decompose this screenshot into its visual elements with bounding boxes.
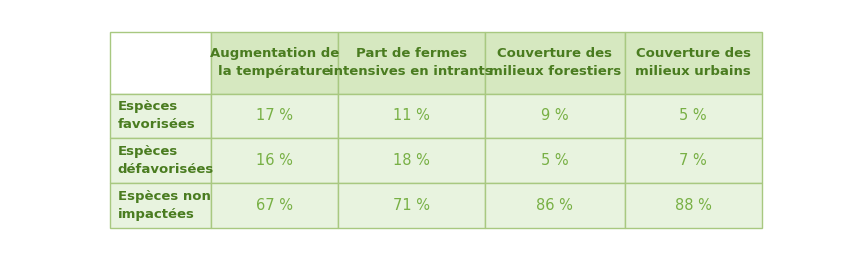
Text: 9 %: 9 % (541, 108, 569, 123)
Bar (484, 32, 625, 94)
Bar (110, 94, 211, 138)
Bar (211, 183, 337, 228)
Text: 5 %: 5 % (679, 108, 707, 123)
Bar (337, 32, 484, 94)
Bar (110, 138, 211, 183)
Bar (625, 138, 762, 183)
Text: 86 %: 86 % (536, 198, 573, 213)
Text: 71 %: 71 % (393, 198, 429, 213)
Bar (484, 183, 625, 228)
Text: 17 %: 17 % (256, 108, 292, 123)
Text: 88 %: 88 % (675, 198, 711, 213)
Bar (625, 94, 762, 138)
Text: Part de fermes
intensives en intrants: Part de fermes intensives en intrants (329, 47, 493, 78)
Bar (211, 138, 337, 183)
Bar (337, 94, 484, 138)
Text: Espèces
favorisées: Espèces favorisées (117, 100, 196, 131)
Text: Augmentation de
la température: Augmentation de la température (210, 47, 339, 78)
Bar (110, 183, 211, 228)
Text: Couverture des
milieux forestiers: Couverture des milieux forestiers (489, 47, 620, 78)
Bar (211, 32, 337, 94)
Text: 7 %: 7 % (679, 153, 707, 168)
Text: 11 %: 11 % (393, 108, 429, 123)
Bar (484, 138, 625, 183)
Bar (211, 94, 337, 138)
Text: 67 %: 67 % (256, 198, 292, 213)
Text: Espèces non
impactées: Espèces non impactées (117, 190, 211, 221)
Text: Couverture des
milieux urbains: Couverture des milieux urbains (635, 47, 751, 78)
Bar (484, 94, 625, 138)
Text: 16 %: 16 % (256, 153, 292, 168)
Bar (625, 32, 762, 94)
Text: 5 %: 5 % (541, 153, 569, 168)
Bar (337, 138, 484, 183)
Bar (337, 183, 484, 228)
Bar (625, 183, 762, 228)
Text: 18 %: 18 % (393, 153, 429, 168)
Bar (110, 32, 211, 94)
Text: Espèces
défavorisées: Espèces défavorisées (117, 145, 214, 176)
